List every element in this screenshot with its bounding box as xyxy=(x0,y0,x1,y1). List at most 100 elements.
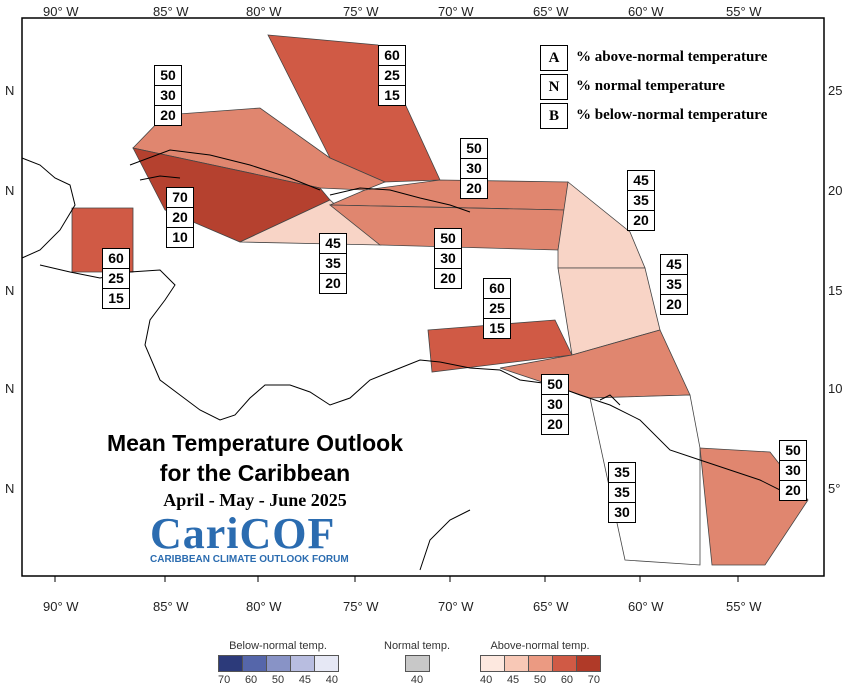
scale-below-label: Below-normal temp. xyxy=(229,640,327,652)
prob-box-trinidad: 50 30 20 xyxy=(541,374,569,435)
lat-tick-right: 25 xyxy=(828,83,842,98)
lon-tick-bottom: 80° W xyxy=(246,599,282,614)
prob-above: 60 xyxy=(484,279,510,299)
prob-above: 35 xyxy=(609,463,635,483)
lon-tick-top: 55° W xyxy=(726,4,762,19)
prob-above: 45 xyxy=(661,255,687,275)
above-swatch xyxy=(528,655,553,672)
title-line-2: for the Caribbean xyxy=(159,460,351,486)
caricof-logo: CariCOF CARIBBEAN CLIMATE OUTLOOK FORUM xyxy=(150,509,349,566)
lat-tick-left: N xyxy=(5,481,14,496)
prob-below: 20 xyxy=(633,212,649,228)
below-swatch xyxy=(218,655,243,672)
scale-above: Above-normal temp. 40 45 50 60 70 xyxy=(480,640,601,686)
lat-tick-right: 5° xyxy=(828,481,840,496)
prob-below: 10 xyxy=(172,229,188,245)
scale-normal-value: 40 xyxy=(410,674,424,686)
prob-below: 20 xyxy=(785,482,801,498)
prob-normal: 20 xyxy=(167,208,193,228)
prob-below: 20 xyxy=(440,270,456,286)
scale-below-values: 70 60 50 45 40 xyxy=(218,674,338,686)
prob-below: 20 xyxy=(466,180,482,196)
below-scale-value: 60 xyxy=(244,674,258,686)
coastlines xyxy=(21,149,801,571)
prob-box-hispaniola-south: 50 30 20 xyxy=(434,228,462,289)
lat-tick-left: N xyxy=(5,283,14,298)
prob-above: 50 xyxy=(155,66,181,86)
prob-box-suriname-guiana: 50 30 20 xyxy=(779,440,807,501)
prob-normal: 25 xyxy=(484,299,510,319)
logo-main: CariCOF xyxy=(150,509,336,558)
prob-normal: 35 xyxy=(609,483,635,503)
prob-box-cuba: 50 30 20 xyxy=(154,65,182,126)
lon-tick-bottom: 65° W xyxy=(533,599,569,614)
lon-tick-bottom: 90° W xyxy=(43,599,79,614)
legend-key: A % above-normal temperature N % normal … xyxy=(540,43,767,130)
prob-below: 20 xyxy=(325,275,341,291)
above-swatch xyxy=(576,655,601,672)
lat-tick-left: N xyxy=(5,83,14,98)
below-swatch xyxy=(242,655,267,672)
lon-tick-top: 90° W xyxy=(43,4,79,19)
prob-above: 70 xyxy=(167,188,193,208)
above-scale-value: 50 xyxy=(533,674,547,686)
title-line-1: Mean Temperature Outlook xyxy=(106,430,404,456)
above-scale-value: 40 xyxy=(480,674,493,686)
prob-box-bahamas: 60 25 15 xyxy=(378,45,406,106)
scale-above-swatches xyxy=(480,655,601,672)
prob-box-guyana: 35 35 30 xyxy=(608,462,636,523)
prob-below: 15 xyxy=(384,87,400,103)
prob-box-belize: 60 25 15 xyxy=(102,248,130,309)
prob-above: 50 xyxy=(435,229,461,249)
lon-tick-bottom: 60° W xyxy=(628,599,664,614)
lon-tick-top: 75° W xyxy=(343,4,379,19)
prob-above: 50 xyxy=(780,441,806,461)
prob-normal: 25 xyxy=(103,269,129,289)
lat-tick-left: N xyxy=(5,183,14,198)
map-ticks: 90° W 90° W 85° W 85° W 80° W 80° W 75° W 75° W… xyxy=(5,4,842,614)
lon-tick-top: 70° W xyxy=(438,4,474,19)
lon-tick-top: 65° W xyxy=(533,4,569,19)
lon-tick-bottom: 55° W xyxy=(726,599,762,614)
above-scale-value: 45 xyxy=(506,674,520,686)
prob-below: 15 xyxy=(108,290,124,306)
legend-text-above: % above-normal temperature xyxy=(576,49,768,65)
above-swatch xyxy=(480,655,505,672)
prob-below: 15 xyxy=(489,320,505,336)
scale-normal-values: 40 xyxy=(384,674,450,686)
prob-normal: 30 xyxy=(435,249,461,269)
prob-above: 50 xyxy=(461,139,487,159)
scale-normal-label: Normal temp. xyxy=(384,640,451,652)
prob-normal: 30 xyxy=(155,86,181,106)
below-scale-value: 45 xyxy=(298,674,312,686)
lon-tick-bottom: 75° W xyxy=(343,599,379,614)
period-label: April - May - June 2025 xyxy=(163,490,347,510)
prob-normal: 35 xyxy=(320,254,346,274)
prob-normal: 30 xyxy=(780,461,806,481)
prob-above: 60 xyxy=(103,249,129,269)
below-swatch xyxy=(266,655,291,672)
region-bahamas xyxy=(267,34,441,183)
legend-letter-a: A xyxy=(540,44,568,71)
prob-below: 20 xyxy=(160,107,176,123)
prob-normal: 30 xyxy=(461,159,487,179)
scale-normal-swatch-wrap xyxy=(384,655,450,672)
logo-subtitle: CARIBBEAN CLIMATE OUTLOOK FORUM xyxy=(150,554,349,565)
lat-tick-right: 10 xyxy=(828,381,842,396)
below-scale-value: 40 xyxy=(325,674,338,686)
lat-tick-left: N xyxy=(5,381,14,396)
legend-text-normal: % normal temperature xyxy=(576,78,725,94)
prob-box-cayman-jamaica-sea: 70 20 10 xyxy=(166,187,194,248)
prob-above: 60 xyxy=(379,46,405,66)
scale-normal: Normal temp. 40 xyxy=(384,640,450,686)
below-scale-value: 50 xyxy=(271,674,285,686)
above-swatch xyxy=(504,655,529,672)
prob-below: 20 xyxy=(666,296,682,312)
above-swatch xyxy=(552,655,577,672)
prob-below: 30 xyxy=(614,504,630,520)
below-scale-value: 70 xyxy=(218,674,231,686)
scale-above-values: 40 45 50 60 70 xyxy=(480,674,600,686)
lon-tick-bottom: 85° W xyxy=(153,599,189,614)
below-swatch xyxy=(290,655,315,672)
above-scale-value: 60 xyxy=(560,674,574,686)
